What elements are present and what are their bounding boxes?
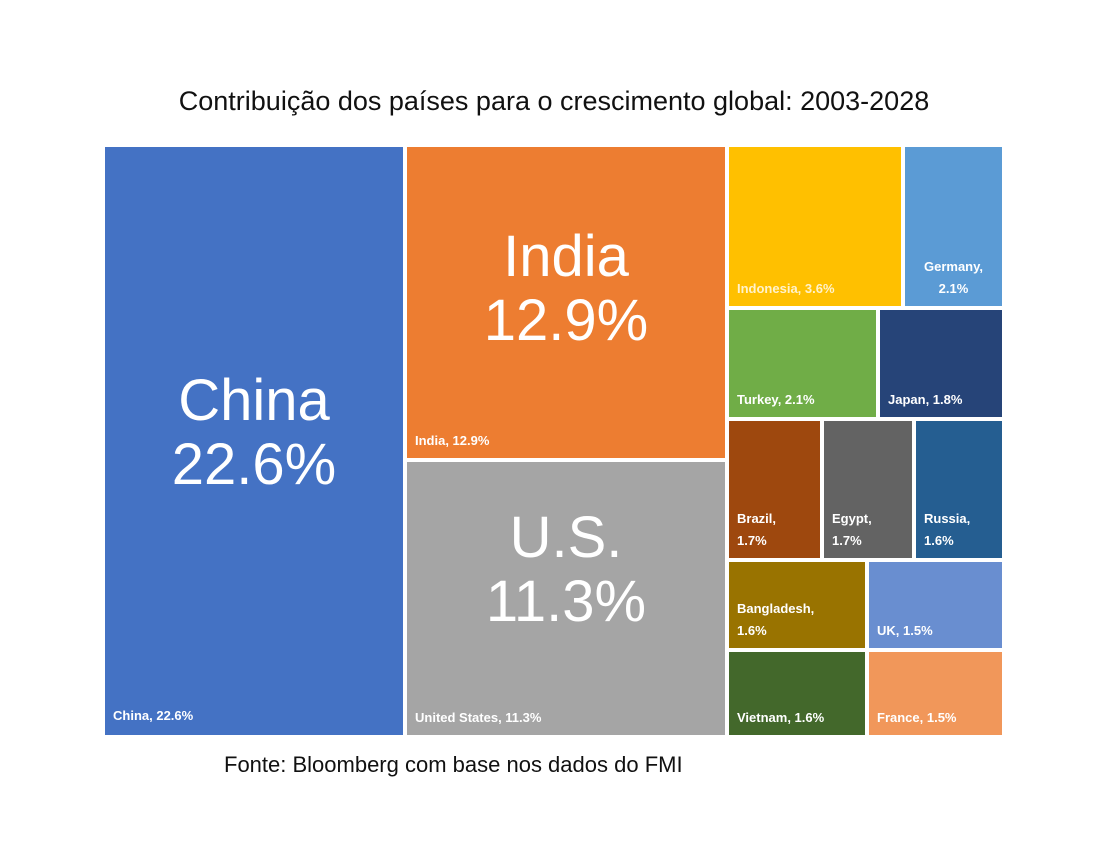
tile-big-value: 12.9% — [483, 287, 649, 353]
treemap-tile-japan: Japan, 1.8% — [878, 308, 1004, 419]
tile-label-uk: UK, 1.5% — [877, 623, 933, 638]
tile-label-china: China, 22.6% — [113, 708, 194, 723]
treemap-tile-indonesia: Indonesia, 3.6% — [727, 145, 903, 308]
treemap-tile-brazil: Brazil, 1.7% — [727, 419, 822, 560]
tile-label-japan: Japan, 1.8% — [888, 392, 963, 407]
tile-big-label-us: U.S. 11.3% — [407, 506, 725, 634]
tile-label-india: India, 12.9% — [415, 433, 490, 448]
treemap-tile-france: France, 1.5% — [867, 650, 1004, 737]
tile-label-vietnam: Vietnam, 1.6% — [737, 710, 825, 725]
treemap-tile-bangladesh: Bangladesh, 1.6% — [727, 560, 867, 650]
tile-big-name: China — [178, 368, 330, 433]
chart-title: Contribuição dos países para o crescimen… — [178, 86, 930, 116]
tile-label-brazil: Brazil, 1.7% — [737, 511, 777, 548]
tile-label-us: United States, 11.3% — [415, 710, 542, 725]
treemap-tile-us: U.S. 11.3% United States, 11.3% — [405, 460, 727, 737]
treemap-tile-russia: Russia, 1.6% — [914, 419, 1004, 560]
treemap-tile-egypt: Egypt, 1.7% — [822, 419, 914, 560]
treemap-tile-china: China 22.6% China, 22.6% — [103, 145, 405, 737]
treemap-tile-uk: UK, 1.5% — [867, 560, 1004, 650]
tile-label-russia: Russia, 1.6% — [924, 511, 971, 548]
tile-big-name: U.S. — [509, 505, 623, 570]
tile-big-value: 22.6% — [171, 431, 337, 497]
tile-label-egypt: Egypt, 1.7% — [832, 511, 872, 548]
tile-big-value: 11.3% — [485, 568, 647, 634]
tile-big-name: India — [503, 224, 629, 289]
tile-label-indonesia: Indonesia, 3.6% — [737, 281, 835, 296]
tile-big-label-china: China 22.6% — [105, 369, 403, 497]
treemap-tile-vietnam: Vietnam, 1.6% — [727, 650, 867, 737]
tile-label-germany: Germany, 2.1% — [923, 259, 983, 296]
tile-label-turkey: Turkey, 2.1% — [737, 392, 815, 407]
tile-big-label-india: India 12.9% — [407, 225, 725, 353]
tile-label-france: France, 1.5% — [877, 710, 957, 725]
treemap-tile-india: India 12.9% India, 12.9% — [405, 145, 727, 460]
treemap-tile-germany: Germany, 2.1% — [903, 145, 1004, 308]
tile-label-bangladesh: Bangladesh, 1.6% — [737, 601, 815, 638]
chart-source: Fonte: Bloomberg com base nos dados do F… — [224, 752, 683, 777]
treemap-tile-turkey: Turkey, 2.1% — [727, 308, 878, 419]
